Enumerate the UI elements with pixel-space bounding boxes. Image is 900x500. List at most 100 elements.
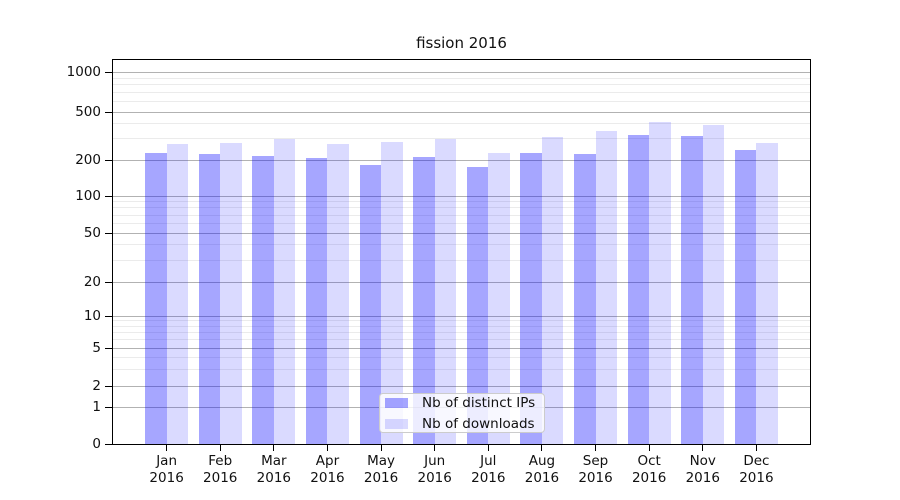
bar-distinct-ips-may [359, 165, 382, 444]
gridline-minor [113, 214, 810, 216]
y-tick-label-10: 10 [83, 308, 101, 324]
bar-distinct-ips-sep [574, 153, 596, 444]
x-tick-label-nov: Nov 2016 [671, 453, 735, 487]
y-tick-label-20: 20 [83, 274, 101, 290]
x-axis-tick [648, 445, 650, 451]
bar-distinct-ips-jul [466, 166, 489, 444]
gridline-minor [113, 201, 810, 203]
bar-distinct-ips-oct [627, 134, 650, 444]
x-tick-month: Dec [743, 453, 770, 469]
y-tick-label-1: 1 [92, 399, 101, 415]
gridline-minor [113, 320, 810, 322]
x-tick-year: 2016 [524, 470, 560, 486]
x-axis-tick [326, 445, 328, 451]
bar-downloads-jun [434, 139, 457, 444]
bar-distinct-ips-nov [681, 136, 703, 444]
x-axis-tick [434, 445, 436, 451]
x-axis-tick [273, 445, 275, 451]
bar-distinct-ips-jun [413, 157, 435, 444]
x-tick-label-jul: Jul 2016 [456, 453, 520, 487]
gridline-major [113, 347, 810, 349]
y-axis-tick [105, 195, 112, 197]
x-tick-year: 2016 [149, 470, 184, 486]
gridline-minor [113, 331, 810, 333]
x-tick-month: Jan [156, 453, 178, 469]
x-tick-month: Sep [582, 453, 609, 469]
x-tick-year: 2016 [417, 470, 452, 486]
x-axis-tick [219, 445, 221, 451]
x-tick-month: Nov [689, 453, 716, 469]
y-axis-tick [105, 443, 112, 445]
x-axis-tick [380, 445, 382, 451]
x-tick-label-may: May 2016 [349, 453, 413, 487]
bar-downloads-mar [273, 138, 296, 444]
legend-item-distinct-ips: Nb of distinct IPs [385, 395, 536, 411]
gridline-major [113, 159, 810, 161]
x-tick-label-feb: Feb 2016 [188, 453, 252, 487]
legend-label-distinct-ips: Nb of distinct IPs [422, 394, 536, 411]
y-axis-tick [105, 232, 112, 234]
y-tick-label-100: 100 [75, 188, 101, 204]
x-tick-year: 2016 [363, 470, 399, 486]
x-axis-tick [702, 445, 704, 451]
bar-downloads-sep [595, 130, 617, 444]
gridline-minor [113, 244, 810, 246]
y-tick-label-50: 50 [83, 225, 101, 241]
x-tick-label-jun: Jun 2016 [403, 453, 467, 487]
y-tick-label-1000: 1000 [66, 64, 101, 80]
gridline-minor [113, 207, 810, 209]
gridline-minor [113, 339, 810, 341]
bar-distinct-ips-apr [306, 157, 328, 444]
y-tick-label-2: 2 [92, 378, 101, 394]
y-axis-tick [105, 111, 112, 113]
x-tick-year: 2016 [685, 470, 720, 486]
bar-downloads-aug [541, 137, 564, 444]
gridline-minor [113, 92, 810, 94]
bar-downloads-apr [327, 144, 349, 444]
bar-distinct-ips-feb [198, 153, 221, 444]
x-tick-month: May [367, 453, 396, 469]
bar-downloads-feb [220, 143, 242, 444]
y-tick-label-0: 0 [92, 436, 101, 452]
x-axis-tick [595, 445, 597, 451]
gridline-minor [113, 368, 810, 370]
gridline-minor [113, 100, 810, 102]
y-tick-label-5: 5 [92, 340, 101, 356]
gridline-minor [113, 356, 810, 358]
legend-label-downloads: Nb of downloads [422, 415, 535, 432]
bar-downloads-jul [488, 153, 510, 444]
x-tick-month: Oct [637, 453, 661, 469]
gridline-major [113, 281, 810, 283]
x-axis-tick [487, 445, 489, 451]
bar-downloads-nov [702, 124, 725, 444]
gridline-major [113, 315, 810, 317]
plot-area: Nb of distinct IPs Nb of downloads [112, 59, 811, 445]
x-axis-tick [755, 445, 757, 451]
gridline-major [113, 232, 810, 234]
gridline-major [113, 71, 810, 73]
y-axis-tick [105, 406, 112, 408]
legend: Nb of distinct IPs Nb of downloads [379, 393, 545, 433]
x-tick-year: 2016 [310, 470, 345, 486]
y-tick-label-500: 500 [75, 104, 101, 120]
x-tick-month: Apr [315, 453, 340, 469]
y-axis-tick [105, 71, 112, 73]
x-tick-label-jan: Jan 2016 [135, 453, 199, 487]
legend-item-downloads: Nb of downloads [385, 416, 536, 432]
x-tick-year: 2016 [471, 470, 506, 486]
y-axis-tick [105, 385, 112, 387]
gridline-major [113, 111, 810, 113]
bar-distinct-ips-aug [520, 153, 542, 444]
gridline-major [113, 195, 810, 197]
bar-downloads-dec [756, 143, 778, 444]
bar-downloads-may [381, 142, 403, 444]
x-tick-label-mar: Mar 2016 [242, 453, 306, 487]
gridline-minor [113, 138, 810, 140]
gridline-minor [113, 123, 810, 125]
bar-distinct-ips-jan [145, 152, 167, 444]
y-tick-label-200: 200 [75, 152, 101, 168]
legend-swatch-downloads [385, 418, 408, 429]
x-tick-label-dec: Dec 2016 [724, 453, 788, 487]
x-tick-label-apr: Apr 2016 [295, 453, 359, 487]
